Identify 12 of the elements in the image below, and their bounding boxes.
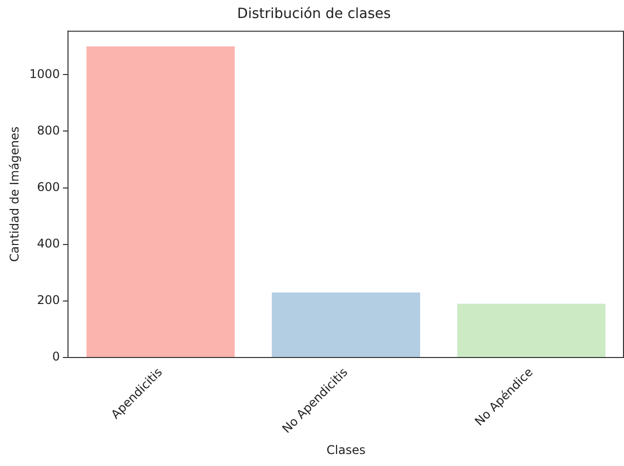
y-tick-label: 1000 (29, 66, 60, 81)
y-tick-label: 800 (37, 123, 60, 138)
bar (457, 304, 606, 358)
bar (86, 46, 235, 358)
chart-title: Distribución de clases (237, 6, 391, 22)
bar (272, 292, 420, 358)
x-axis-title: Clases (326, 442, 366, 457)
y-tick-label: 400 (37, 236, 60, 250)
y-tick-label: 200 (37, 293, 60, 308)
y-axis-title: Cantidad de Imágenes (7, 126, 22, 262)
y-tick-label: 0 (52, 350, 60, 364)
y-tick-label: 600 (37, 180, 60, 194)
